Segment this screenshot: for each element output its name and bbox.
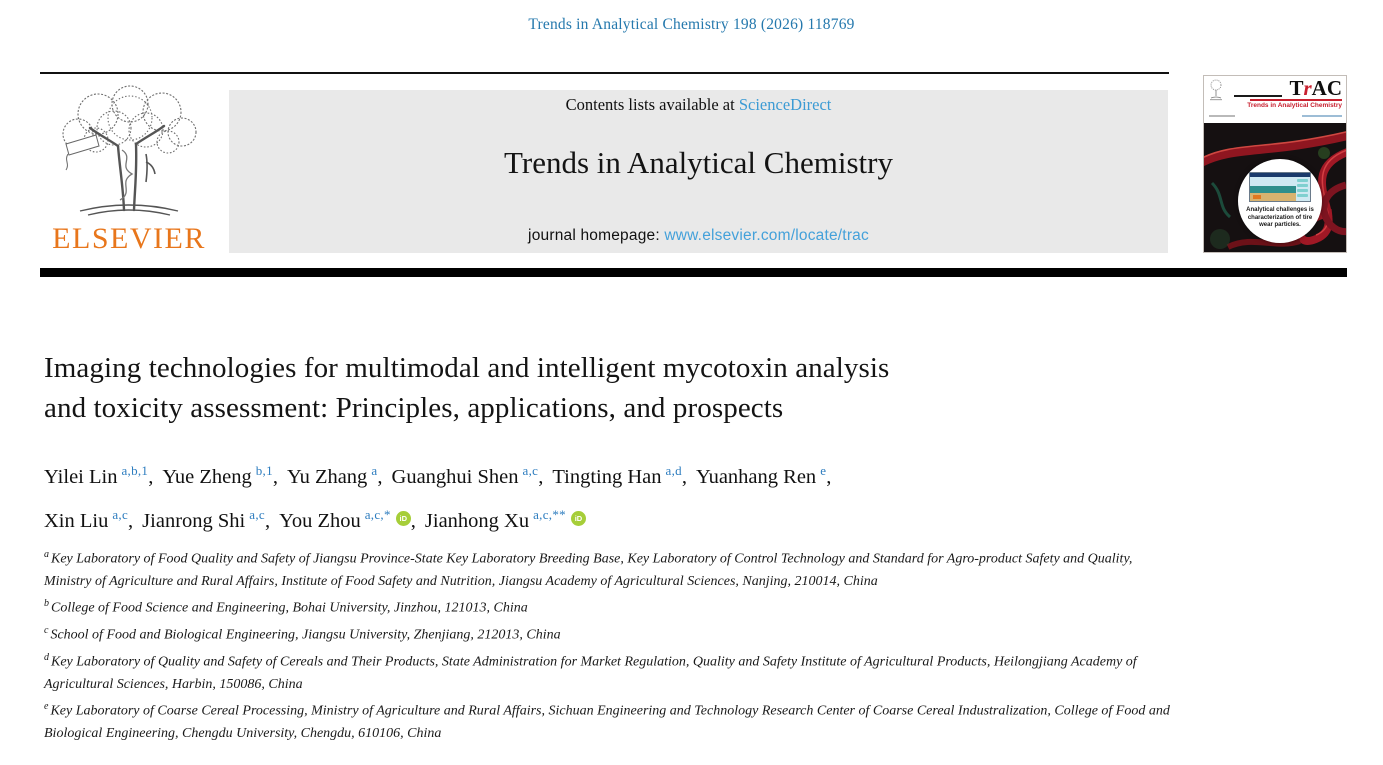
article-title: Imaging technologies for multimodal and …	[44, 348, 889, 428]
affiliation-text: Key Laboratory of Food Quality and Safet…	[44, 551, 1133, 589]
author-superscript[interactable]: a	[371, 463, 378, 478]
article-title-line2: and toxicity assessment: Principles, app…	[44, 392, 784, 424]
affiliation-list: a Key Laboratory of Food Quality and Safe…	[44, 544, 1179, 746]
author-name: Jianrong Shi	[142, 509, 246, 532]
affiliation-superscript: a	[44, 549, 49, 560]
author-name: Yilei Lin	[44, 465, 118, 488]
affiliation-text: School of Food and Biological Engineerin…	[50, 627, 561, 643]
author-separator: ,	[681, 465, 688, 488]
author-list: Yilei Lin a,b,1, Yue Zheng b,1, Yu Zhang a, Gu…	[44, 452, 840, 540]
author-separator: ,	[538, 465, 544, 488]
author-name: Xin Liu	[44, 509, 109, 532]
cover-caption: Analytical challenges is characterizatio…	[1246, 207, 1314, 228]
affiliation: d Key Laboratory of Quality and Safety of…	[44, 647, 1179, 696]
affiliation: c School of Food and Biological Engineeri…	[44, 620, 1179, 647]
cover-artwork: Analytical challenges is characterizatio…	[1204, 123, 1346, 252]
homepage-prefix: journal homepage:	[528, 227, 665, 244]
author-superscript[interactable]: a,b,1	[121, 463, 149, 478]
author-name: Yuanhang Ren	[696, 465, 817, 488]
affiliation-superscript: b	[44, 598, 49, 610]
cover-brand-r: r	[1303, 76, 1312, 100]
author-superscript[interactable]: a,d	[665, 463, 682, 478]
cover-subtitle: Trends in Analytical Chemistry	[1247, 102, 1342, 109]
author-superscript[interactable]: b,1	[255, 463, 273, 478]
cover-brand-t: T	[1289, 76, 1304, 100]
affiliation: e Key Laboratory of Coarse Cereal Process…	[44, 696, 1179, 745]
author-name: Guanghui Shen	[391, 465, 519, 488]
journal-citation[interactable]: Trends in Analytical Chemistry 198 (2026…	[528, 16, 855, 33]
cover-figure	[1249, 172, 1311, 202]
author-name: Tingting Han	[552, 465, 662, 488]
author-name: Yue Zheng	[162, 465, 252, 488]
homepage-line: journal homepage: www.elsevier.com/locat…	[229, 227, 1168, 245]
author-line: Yilei Lin a,b,1, Yue Zheng b,1, Yu Zhang a, Gu…	[44, 452, 840, 496]
author-line: Xin Liu a,c, Jianrong Shi a,c, You Zhou a,c,*…	[44, 496, 840, 540]
author-name: Yu Zhang	[287, 465, 368, 488]
author-separator: ,	[128, 509, 134, 532]
author-name: Jianhong Xu	[424, 509, 530, 532]
author-separator: ,	[148, 465, 154, 488]
affiliation: b College of Food Science and Engineering…	[44, 593, 1179, 620]
header-bottom-rule	[40, 268, 1347, 277]
article-title-line1: Imaging technologies for multimodal and …	[44, 352, 890, 384]
cover-url-microtext	[1302, 115, 1342, 117]
author-superscript[interactable]: a,c	[112, 506, 129, 522]
journal-header-band: Contents lists available at ScienceDirec…	[229, 90, 1168, 253]
journal-homepage-link[interactable]: www.elsevier.com/locate/trac	[664, 227, 869, 244]
affiliation-superscript: d	[44, 652, 49, 664]
cover-issn-microtext	[1209, 115, 1235, 117]
orcid-icon[interactable]: iD	[570, 510, 586, 526]
author-superscript[interactable]: a,c,**	[533, 506, 566, 522]
sciencedirect-link[interactable]: ScienceDirect	[738, 95, 832, 114]
author-separator: ,	[826, 465, 832, 488]
affiliation: a Key Laboratory of Food Quality and Safe…	[44, 544, 1179, 593]
cover-brand: TrAC	[1289, 77, 1342, 99]
cover-brand-ac: AC	[1311, 76, 1342, 100]
author-separator: ,	[264, 509, 271, 532]
affiliation-text: Key Laboratory of Quality and Safety of …	[44, 654, 1137, 693]
cover-highlight-circle: Analytical challenges is characterizatio…	[1238, 159, 1322, 243]
author-superscript[interactable]: a,c	[249, 506, 265, 522]
author-separator: ,	[272, 465, 279, 488]
contents-prefix: Contents lists available at	[565, 95, 739, 114]
contents-line: Contents lists available at ScienceDirec…	[229, 95, 1168, 115]
cover-header: TrAC Trends in Analytical Chemistry	[1204, 76, 1346, 123]
elsevier-tree-icon	[62, 85, 197, 216]
elsevier-wordmark: ELSEVIER	[52, 222, 206, 255]
affiliation-superscript: e	[44, 701, 49, 713]
journal-title: Trends in Analytical Chemistry	[504, 145, 893, 180]
cover-red-rule	[1250, 99, 1342, 101]
cover-brand-rule	[1234, 95, 1282, 97]
affiliation-text: Key Laboratory of Coarse Cereal Processi…	[44, 704, 1170, 742]
affiliation-text: College of Food Science and Engineering,…	[51, 600, 528, 616]
header-top-rule	[40, 72, 1169, 74]
author-separator: ,	[410, 509, 416, 532]
author-separator: ,	[377, 465, 383, 488]
journal-cover-thumbnail[interactable]: TrAC Trends in Analytical Chemistry	[1203, 75, 1347, 253]
author-superscript[interactable]: a,c	[522, 463, 539, 478]
author-name: You Zhou	[279, 509, 361, 532]
cover-elsevier-mark-icon	[1210, 79, 1222, 101]
author-superscript[interactable]: a,c,*	[364, 506, 391, 522]
elsevier-logo: ELSEVIER	[40, 84, 218, 256]
affiliation-superscript: c	[44, 625, 49, 637]
author-superscript[interactable]: e	[820, 463, 827, 478]
orcid-icon[interactable]: iD	[395, 510, 411, 526]
